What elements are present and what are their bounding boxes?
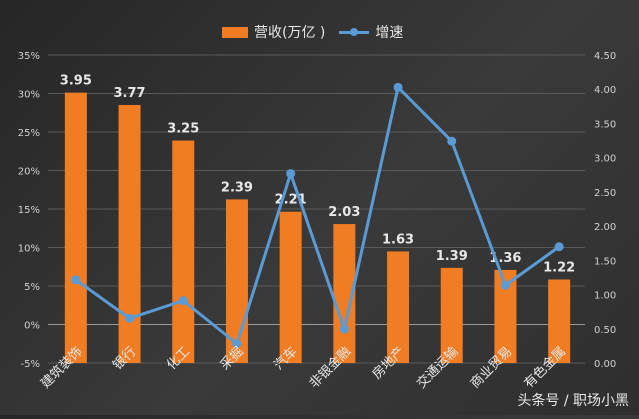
line-point-marker [554, 242, 564, 252]
right-axis-tick: 1.00 [594, 291, 616, 302]
left-axis-tick: 35% [18, 51, 40, 62]
bar [64, 92, 87, 364]
category-label: 非银金融 [306, 344, 354, 392]
line-point-marker [393, 82, 403, 92]
legend-bar-label: 营收(万亿 ) [254, 25, 326, 41]
line-point-marker [500, 280, 510, 290]
watermark: 头条号 / 职场小黑 [517, 393, 629, 409]
left-axis-tick: 20% [18, 167, 40, 178]
right-axis-tick: 3.50 [594, 119, 616, 130]
line-point-marker [447, 136, 457, 146]
left-axis-tick: 15% [18, 205, 40, 216]
legend-line-swatch-icon [339, 26, 370, 38]
chart-legend: 营收(万亿 ) 增速 [222, 22, 403, 42]
left-axis-tick: 25% [18, 128, 40, 139]
right-axis-tick: 1.50 [594, 256, 616, 267]
line-point-marker [339, 324, 349, 334]
line-point-marker [71, 275, 81, 285]
bar-data-label: 3.95 [60, 74, 92, 89]
left-axis-tick: 0% [24, 321, 40, 332]
right-axis-tick: 4.50 [594, 51, 616, 62]
category-label: 建筑装饰 [38, 344, 86, 392]
line-point-marker [232, 339, 242, 349]
category-label: 交通运输 [413, 344, 461, 392]
bar-data-label: 1.22 [543, 260, 575, 275]
bar [118, 104, 141, 363]
bar-data-label: 3.25 [167, 122, 199, 137]
bar-data-label: 1.39 [436, 249, 468, 264]
right-axis-tick: 4.00 [594, 85, 616, 96]
right-axis-tick: 3.00 [594, 154, 616, 165]
legend-bar-swatch-icon [222, 26, 248, 38]
left-axis-tick: 30% [18, 90, 40, 101]
bar-data-label: 2.03 [328, 205, 360, 220]
growth-line [74, 85, 561, 346]
left-axis-tick: 5% [24, 282, 40, 293]
line-point-marker [286, 169, 296, 179]
left-axis-tick: -5% [21, 359, 40, 370]
bar [279, 211, 302, 363]
bar [440, 267, 463, 363]
right-axis-tick: 2.00 [594, 222, 616, 233]
bar [333, 224, 356, 363]
line-point-marker [178, 296, 188, 306]
bar-data-label: 1.63 [382, 232, 414, 247]
right-axis-tick: 0.50 [594, 325, 616, 336]
bar-data-label: 2.39 [221, 180, 253, 195]
left-axis-tick: 10% [18, 244, 40, 255]
legend-line-label: 增速 [375, 25, 404, 41]
category-label: 商业贸易 [468, 344, 515, 391]
bar-data-label: 3.77 [114, 86, 146, 101]
bar [172, 140, 195, 363]
right-axis-tick: 2.50 [594, 188, 616, 199]
bar [494, 269, 517, 363]
line-point-marker [125, 313, 135, 323]
right-axis-tick: 0.00 [594, 359, 616, 370]
bar [387, 251, 410, 363]
bar [548, 279, 571, 363]
category-label: 有色金属 [521, 344, 569, 392]
